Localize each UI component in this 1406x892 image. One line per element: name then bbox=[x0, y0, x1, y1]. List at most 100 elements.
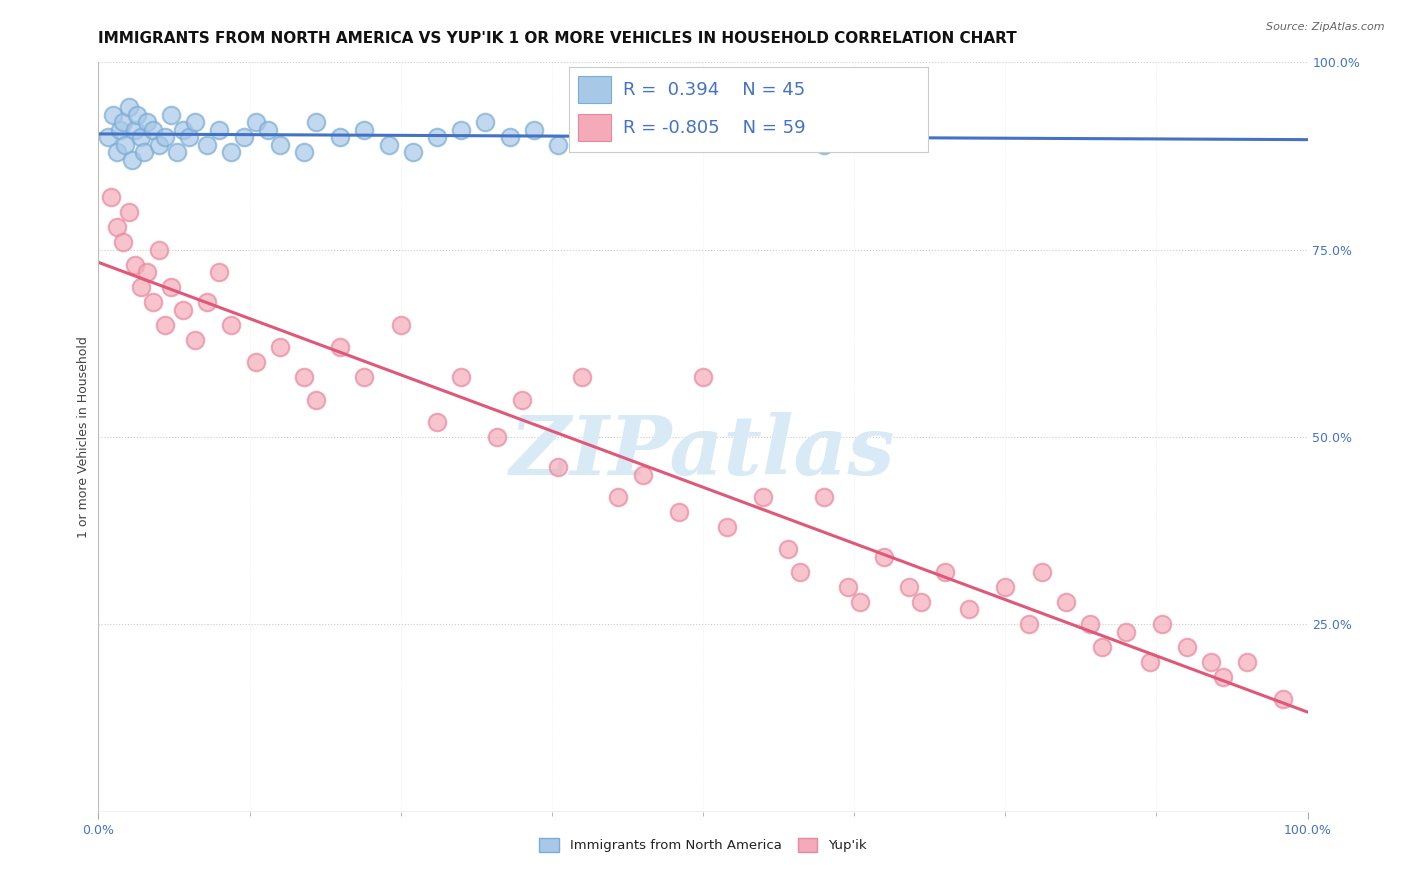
Point bbox=[849, 595, 872, 609]
Point bbox=[101, 108, 124, 122]
Point bbox=[153, 130, 176, 145]
Point bbox=[1139, 655, 1161, 669]
Text: IMMIGRANTS FROM NORTH AMERICA VS YUP'IK 1 OR MORE VEHICLES IN HOUSEHOLD CORRELAT: IMMIGRANTS FROM NORTH AMERICA VS YUP'IK … bbox=[98, 31, 1017, 46]
Point bbox=[245, 115, 267, 129]
Point bbox=[148, 243, 170, 257]
Point bbox=[129, 280, 152, 294]
Point bbox=[402, 145, 425, 160]
Point bbox=[837, 580, 859, 594]
Point bbox=[166, 145, 188, 160]
Point bbox=[292, 370, 315, 384]
Point bbox=[510, 392, 533, 407]
Text: Source: ZipAtlas.com: Source: ZipAtlas.com bbox=[1267, 22, 1385, 32]
Point bbox=[1199, 655, 1222, 669]
Point bbox=[292, 145, 315, 160]
Point bbox=[910, 595, 932, 609]
Point bbox=[692, 370, 714, 384]
Point bbox=[195, 137, 218, 152]
Point bbox=[934, 565, 956, 579]
Point bbox=[450, 123, 472, 137]
Point bbox=[716, 520, 738, 534]
Point bbox=[426, 415, 449, 429]
Point bbox=[1152, 617, 1174, 632]
Point bbox=[1115, 624, 1137, 639]
Point bbox=[134, 145, 156, 160]
Point bbox=[619, 123, 641, 137]
Point bbox=[1175, 640, 1198, 654]
Point bbox=[752, 490, 775, 504]
Point bbox=[486, 430, 509, 444]
Point bbox=[111, 235, 134, 250]
Point bbox=[111, 115, 134, 129]
Point bbox=[1212, 670, 1234, 684]
Point bbox=[426, 130, 449, 145]
Legend: Immigrants from North America, Yup'ik: Immigrants from North America, Yup'ik bbox=[534, 833, 872, 857]
Point bbox=[873, 549, 896, 564]
Point bbox=[547, 460, 569, 475]
Point bbox=[1078, 617, 1101, 632]
Point bbox=[97, 130, 120, 145]
Point bbox=[1018, 617, 1040, 632]
Point bbox=[1091, 640, 1114, 654]
Point bbox=[329, 130, 352, 145]
Point bbox=[547, 137, 569, 152]
Point bbox=[595, 115, 617, 129]
Point bbox=[124, 123, 146, 137]
Point bbox=[142, 295, 165, 310]
Point bbox=[1272, 692, 1295, 706]
Point bbox=[498, 130, 520, 145]
Point bbox=[179, 130, 201, 145]
Text: R =  0.394    N = 45: R = 0.394 N = 45 bbox=[623, 81, 806, 99]
Point bbox=[105, 145, 128, 160]
Point bbox=[208, 123, 231, 137]
Point bbox=[121, 153, 143, 167]
Point bbox=[873, 130, 896, 145]
Point bbox=[668, 505, 690, 519]
Text: R = -0.805    N = 59: R = -0.805 N = 59 bbox=[623, 119, 806, 136]
Point bbox=[256, 123, 278, 137]
Point bbox=[127, 108, 149, 122]
Point bbox=[160, 108, 183, 122]
Point bbox=[1031, 565, 1053, 579]
Point bbox=[172, 123, 194, 137]
Point bbox=[474, 115, 496, 129]
Point bbox=[897, 580, 920, 594]
Point bbox=[269, 340, 291, 354]
Point bbox=[221, 145, 243, 160]
Point bbox=[631, 467, 654, 482]
Point bbox=[108, 123, 131, 137]
Point bbox=[389, 318, 412, 332]
Point bbox=[813, 137, 835, 152]
Point bbox=[957, 602, 980, 616]
Point bbox=[571, 370, 593, 384]
Point bbox=[184, 115, 207, 129]
Point bbox=[124, 258, 146, 272]
Point bbox=[195, 295, 218, 310]
Point bbox=[353, 123, 375, 137]
Y-axis label: 1 or more Vehicles in Household: 1 or more Vehicles in Household bbox=[77, 336, 90, 538]
Point bbox=[1054, 595, 1077, 609]
Point bbox=[129, 130, 152, 145]
Point bbox=[776, 542, 799, 557]
Point bbox=[135, 265, 157, 279]
FancyBboxPatch shape bbox=[578, 76, 610, 103]
Text: ZIPatlas: ZIPatlas bbox=[510, 412, 896, 492]
Point bbox=[148, 137, 170, 152]
Point bbox=[153, 318, 176, 332]
Point bbox=[172, 302, 194, 317]
Point bbox=[607, 490, 630, 504]
Point bbox=[232, 130, 254, 145]
Point bbox=[1236, 655, 1258, 669]
FancyBboxPatch shape bbox=[578, 114, 610, 142]
Point bbox=[450, 370, 472, 384]
Point bbox=[813, 490, 835, 504]
Point bbox=[353, 370, 375, 384]
Point bbox=[269, 137, 291, 152]
Point bbox=[305, 115, 328, 129]
Point bbox=[184, 333, 207, 347]
Point bbox=[208, 265, 231, 279]
Point bbox=[100, 190, 122, 204]
Point bbox=[523, 123, 546, 137]
Point bbox=[221, 318, 243, 332]
Point bbox=[994, 580, 1017, 594]
